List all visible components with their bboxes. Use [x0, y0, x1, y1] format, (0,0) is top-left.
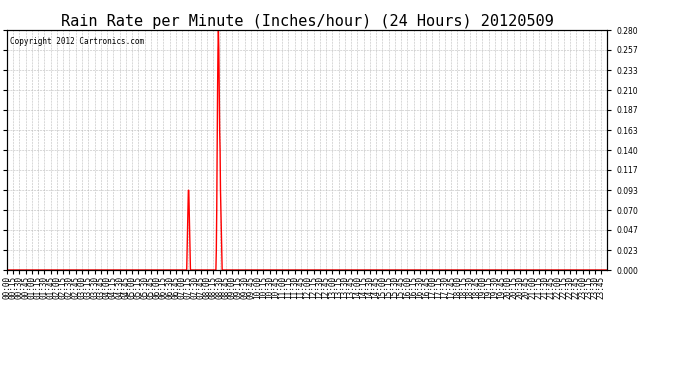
Title: Rain Rate per Minute (Inches/hour) (24 Hours) 20120509: Rain Rate per Minute (Inches/hour) (24 H…: [61, 14, 553, 29]
Text: Copyright 2012 Cartronics.com: Copyright 2012 Cartronics.com: [10, 37, 144, 46]
